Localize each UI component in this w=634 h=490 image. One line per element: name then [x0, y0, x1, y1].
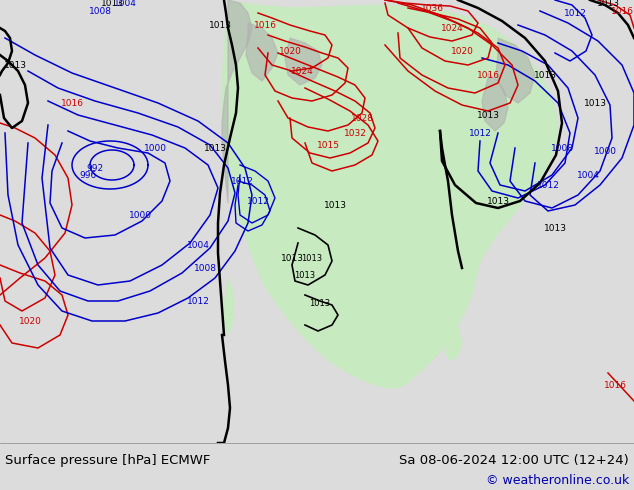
Text: 1012: 1012	[247, 196, 269, 205]
Text: 996: 996	[79, 171, 96, 179]
Text: 1013: 1013	[477, 111, 500, 120]
Text: 1016: 1016	[477, 71, 500, 79]
Text: 1013: 1013	[323, 200, 347, 210]
Text: 1013: 1013	[597, 0, 619, 7]
Text: 1013: 1013	[486, 196, 510, 205]
Text: 1015: 1015	[316, 141, 339, 149]
Text: 1013: 1013	[301, 253, 323, 263]
Text: 1004: 1004	[576, 171, 599, 179]
Polygon shape	[482, 73, 508, 131]
Polygon shape	[222, 0, 252, 203]
Polygon shape	[222, 0, 558, 388]
Text: 1013: 1013	[280, 253, 304, 263]
Text: 1016: 1016	[60, 98, 84, 107]
Text: 1020: 1020	[18, 317, 41, 325]
Text: 1016: 1016	[611, 6, 633, 16]
Text: 1008: 1008	[550, 144, 574, 152]
Text: © weatheronline.co.uk: © weatheronline.co.uk	[486, 473, 629, 487]
Text: 1013: 1013	[583, 98, 607, 107]
Text: 1024: 1024	[290, 67, 313, 75]
Text: 1008: 1008	[89, 6, 112, 16]
Polygon shape	[224, 278, 234, 335]
Text: 1013: 1013	[533, 71, 557, 79]
Text: 1013: 1013	[543, 223, 567, 232]
Polygon shape	[445, 323, 462, 361]
Text: Sa 08-06-2024 12:00 UTC (12+24): Sa 08-06-2024 12:00 UTC (12+24)	[399, 454, 629, 466]
Text: 992: 992	[86, 164, 103, 172]
Text: 1013: 1013	[209, 21, 231, 29]
Text: 1020: 1020	[451, 47, 474, 55]
Text: 1028: 1028	[351, 114, 373, 122]
Text: 1016: 1016	[604, 381, 626, 390]
Text: Surface pressure [hPa] ECMWF: Surface pressure [hPa] ECMWF	[5, 454, 210, 466]
Text: 1013: 1013	[309, 298, 330, 308]
Text: 1016: 1016	[254, 21, 276, 29]
Text: 1036: 1036	[420, 3, 444, 13]
Text: 1000: 1000	[593, 147, 616, 155]
Text: 1000: 1000	[129, 211, 152, 220]
Polygon shape	[246, 23, 278, 81]
Text: 1004: 1004	[186, 241, 209, 249]
Text: 1004: 1004	[113, 0, 136, 7]
Text: 1013: 1013	[101, 0, 124, 7]
Text: 1013: 1013	[294, 270, 316, 279]
Text: 1012: 1012	[231, 176, 254, 186]
Text: 1032: 1032	[344, 128, 366, 138]
Polygon shape	[285, 38, 322, 85]
Text: 1012: 1012	[469, 128, 491, 138]
Text: 1000: 1000	[143, 144, 167, 152]
Text: 1008: 1008	[193, 264, 216, 272]
Text: 1013: 1013	[204, 144, 226, 152]
Text: 1013: 1013	[4, 60, 27, 70]
Text: 1012: 1012	[186, 296, 209, 305]
Polygon shape	[496, 38, 535, 103]
Text: 1012: 1012	[536, 180, 559, 190]
Text: 1024: 1024	[441, 24, 463, 32]
Text: 1020: 1020	[278, 47, 301, 55]
Text: 1012: 1012	[564, 8, 586, 18]
